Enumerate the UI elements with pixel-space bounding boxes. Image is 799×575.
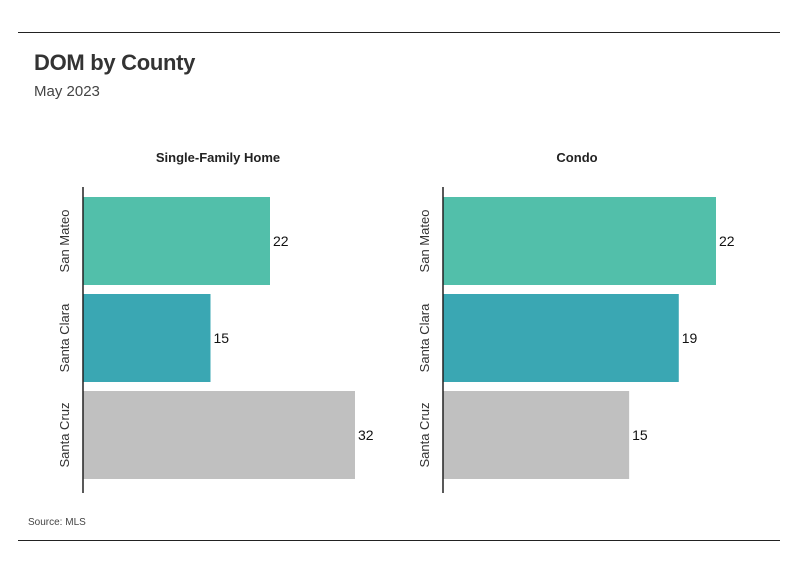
value-label-condo-san-mateo: 22 xyxy=(719,233,735,249)
category-label-condo-santa-clara: Santa Clara xyxy=(417,303,432,372)
value-label-condo-santa-clara: 19 xyxy=(682,330,698,346)
bar-condo-santa-cruz xyxy=(443,391,630,479)
top-rule xyxy=(18,32,780,33)
bar-single-family-home-san-mateo xyxy=(83,197,270,285)
panel-title-condo: Condo xyxy=(556,150,597,165)
value-label-single-family-home-santa-cruz: 32 xyxy=(358,427,374,443)
bar-condo-santa-clara xyxy=(443,294,679,382)
value-label-single-family-home-san-mateo: 22 xyxy=(273,233,289,249)
value-label-condo-santa-cruz: 15 xyxy=(632,427,648,443)
bar-single-family-home-santa-clara xyxy=(83,294,211,382)
category-label-single-family-home-santa-clara: Santa Clara xyxy=(57,303,72,372)
bar-single-family-home-santa-cruz xyxy=(83,391,355,479)
source-note: Source: MLS xyxy=(28,517,86,528)
category-label-single-family-home-san-mateo: San Mateo xyxy=(57,210,72,273)
bottom-rule xyxy=(18,540,780,541)
panel-title-single-family-home: Single-Family Home xyxy=(156,150,280,165)
bar-condo-san-mateo xyxy=(443,197,716,285)
chart-title: DOM by County xyxy=(34,50,196,75)
value-label-single-family-home-santa-clara: 15 xyxy=(214,330,230,346)
category-label-single-family-home-santa-cruz: Santa Cruz xyxy=(57,402,72,467)
category-label-condo-san-mateo: San Mateo xyxy=(417,210,432,273)
chart-subtitle: May 2023 xyxy=(34,83,100,100)
category-label-condo-santa-cruz: Santa Cruz xyxy=(417,402,432,467)
